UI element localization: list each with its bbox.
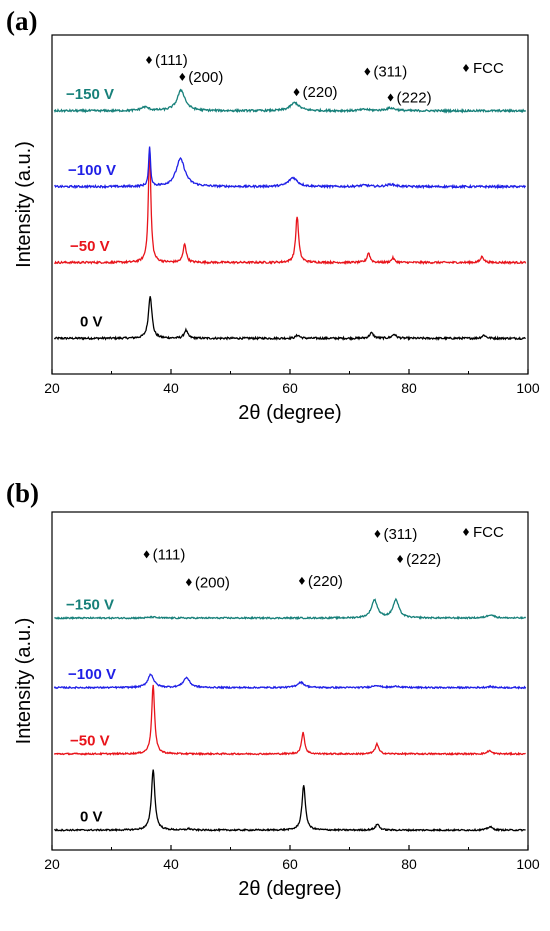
- x-axis-title: 2θ (degree): [238, 402, 341, 424]
- series-line-0VV: [53, 296, 526, 342]
- peak-label: (311): [374, 526, 417, 543]
- series-line-100VV: [54, 146, 527, 190]
- x-tick-label: 20: [44, 856, 60, 872]
- series-line-100VV: [53, 673, 527, 690]
- diamond-marker-icon: [298, 576, 305, 585]
- peak-label: (220): [293, 84, 338, 101]
- diamond-marker-icon: [143, 550, 150, 559]
- diamond-marker-icon: [463, 64, 469, 72]
- x-tick-label: 40: [163, 856, 179, 872]
- legend: FCC: [463, 60, 504, 77]
- x-tick-label: 60: [282, 380, 298, 396]
- plot-frame: [51, 34, 529, 375]
- x-tick-label: 80: [401, 380, 417, 396]
- peak-label: (222): [387, 89, 432, 106]
- diamond-marker-icon: [387, 93, 394, 102]
- peak-label: (222): [397, 551, 441, 568]
- x-tick-label: 40: [163, 380, 179, 396]
- diamond-marker-icon: [374, 529, 381, 538]
- peak-label-text: (222): [397, 89, 432, 106]
- peak-label: (111): [143, 546, 186, 563]
- peak-label-text: (311): [373, 64, 407, 81]
- peak-label-text: (111): [155, 52, 188, 69]
- peak-label-text: (220): [308, 573, 343, 590]
- x-axis-title: 2θ (degree): [238, 878, 341, 900]
- series-label: −50 V: [70, 238, 110, 255]
- series-label: 0 V: [80, 809, 103, 826]
- panel-label: (b): [6, 478, 39, 508]
- peak-label-text: (311): [383, 526, 417, 543]
- legend-text: FCC: [473, 60, 504, 77]
- peak-label-text: (222): [406, 551, 441, 568]
- legend-text: FCC: [473, 524, 504, 541]
- series-label: 0 V: [80, 314, 103, 331]
- diamond-marker-icon: [293, 88, 300, 97]
- peak-label: (220): [298, 573, 343, 590]
- series-label: −100 V: [68, 162, 116, 179]
- chart-panel-a: (a) 0 V −50 V −100 V −150 V (111)(200) (220) (3…: [6, 6, 540, 424]
- diamond-marker-icon: [185, 578, 192, 587]
- series-line-0VV: [53, 769, 526, 833]
- series-line-150VV: [54, 597, 527, 621]
- peak-label-text: (200): [195, 574, 230, 591]
- peak-label-text: (111): [153, 546, 186, 563]
- series-label: −150 V: [66, 596, 114, 613]
- diamond-marker-icon: [364, 67, 371, 76]
- x-tick-label: 100: [516, 856, 540, 872]
- diamond-marker-icon: [179, 72, 186, 81]
- diamond-marker-icon: [463, 528, 469, 536]
- series-line-50VV: [54, 147, 527, 266]
- x-tick-label: 80: [401, 856, 417, 872]
- peak-label: (311): [364, 64, 407, 81]
- x-tick-label: 20: [44, 380, 60, 396]
- x-tick-label: 100: [516, 380, 540, 396]
- peak-label: (200): [185, 574, 230, 591]
- peak-label: (200): [179, 69, 223, 86]
- diamond-marker-icon: [397, 555, 404, 564]
- y-axis-title: Intensity (a.u.): [13, 618, 35, 745]
- y-axis-title: Intensity (a.u.): [13, 141, 35, 268]
- plot-frame: [51, 511, 529, 851]
- peak-label-text: (200): [188, 69, 223, 86]
- series-line-50VV: [53, 684, 526, 757]
- peak-label: (111): [145, 52, 188, 69]
- panel-label: (a): [6, 6, 37, 36]
- series-label: −50 V: [70, 732, 110, 749]
- series-label: −150 V: [66, 86, 114, 103]
- legend: FCC: [463, 524, 504, 541]
- peak-label-text: (220): [303, 84, 338, 101]
- chart-panel-b: (b) 0 V −50 V −100 V −150 V (111) (200) (220) (3…: [6, 478, 540, 900]
- diamond-marker-icon: [145, 55, 152, 64]
- x-tick-label: 60: [282, 856, 298, 872]
- series-label: −100 V: [68, 666, 116, 683]
- series-line-150VV: [53, 88, 527, 114]
